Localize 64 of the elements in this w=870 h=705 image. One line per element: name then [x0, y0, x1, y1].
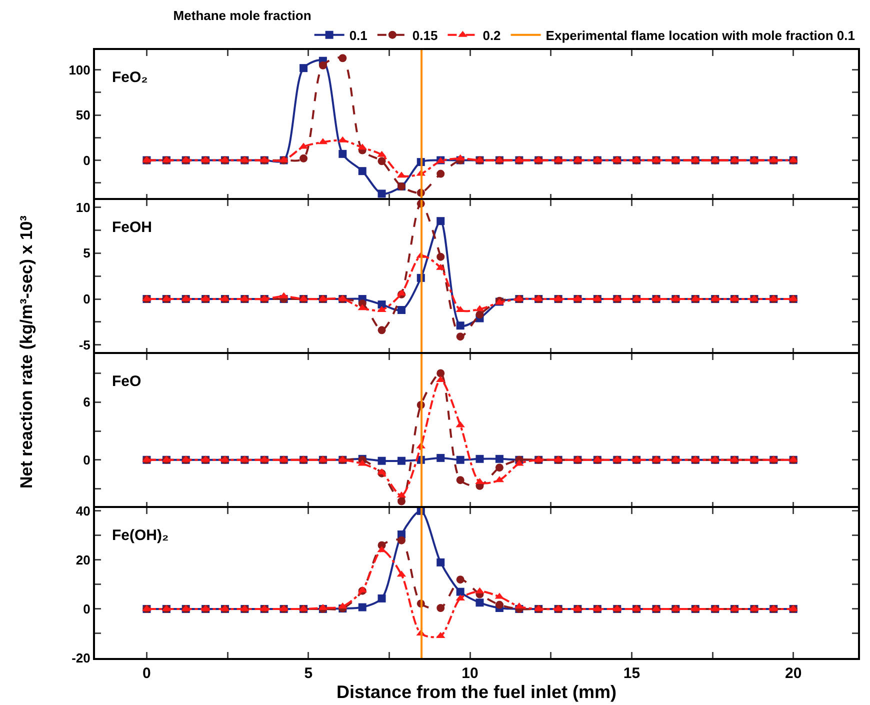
point — [378, 190, 386, 198]
point — [338, 150, 347, 158]
annotation: FeOH — [112, 219, 152, 236]
point — [378, 157, 386, 166]
point — [318, 61, 327, 70]
point — [436, 217, 445, 226]
point — [456, 588, 464, 596]
point — [436, 369, 445, 378]
point — [495, 464, 504, 472]
point — [436, 170, 445, 178]
point — [495, 600, 504, 609]
y-tick-label: 0 — [83, 152, 90, 168]
point — [300, 154, 308, 162]
point — [476, 310, 484, 319]
point — [456, 456, 464, 464]
annotation: FeO₂ — [112, 69, 148, 86]
annotation: Fe(OH)₂ — [112, 527, 169, 544]
annotation: FeO — [112, 373, 142, 390]
point — [397, 536, 406, 544]
legend-label: 0.1 — [349, 28, 368, 43]
point — [456, 322, 464, 330]
point — [397, 456, 406, 465]
point — [378, 456, 386, 465]
point — [476, 454, 484, 463]
y-tick-label: 5 — [83, 246, 90, 261]
y-tick-label: 50 — [76, 108, 90, 123]
legend-title: Methane mole fraction — [173, 8, 312, 23]
y-axis-title: Net reaction rate (kg/m³-sec) x 10³ — [17, 215, 37, 489]
legend-label: 0.15 — [412, 28, 438, 43]
point — [476, 598, 484, 607]
point — [456, 576, 464, 584]
point — [378, 326, 386, 334]
y-tick-label: 0 — [83, 602, 90, 617]
point — [436, 454, 445, 462]
x-axis-title: Distance from the fuel inlet (mm) — [336, 682, 617, 702]
x-tick-label: 5 — [304, 665, 313, 682]
point — [495, 454, 504, 463]
y-tick-label: 100 — [68, 62, 90, 78]
y-tick-label: 40 — [76, 503, 90, 518]
point — [436, 558, 445, 566]
y-tick-label: 6 — [83, 394, 90, 410]
y-tick-label: 20 — [76, 552, 90, 568]
point — [358, 167, 366, 176]
point — [338, 54, 347, 62]
legend-label: 0.2 — [482, 28, 501, 43]
x-tick-label: 15 — [623, 665, 640, 682]
point — [436, 252, 445, 261]
y-tick-label: -5 — [78, 337, 90, 352]
legend-label: Experimental flame location with mole fraction 0.1 — [546, 28, 855, 43]
y-tick-label: -20 — [72, 650, 90, 666]
point — [397, 306, 406, 314]
point — [436, 604, 445, 612]
y-tick-label: 0 — [83, 292, 90, 307]
point — [397, 497, 406, 506]
point — [456, 332, 464, 341]
x-tick-label: 20 — [784, 665, 802, 682]
point — [300, 64, 308, 72]
x-tick-label: 10 — [462, 665, 478, 682]
point — [378, 594, 386, 602]
point — [358, 603, 366, 612]
y-tick-label: 10 — [76, 200, 90, 215]
x-tick-label: 0 — [142, 665, 151, 682]
point — [456, 476, 464, 484]
y-tick-label: 0 — [83, 452, 90, 468]
